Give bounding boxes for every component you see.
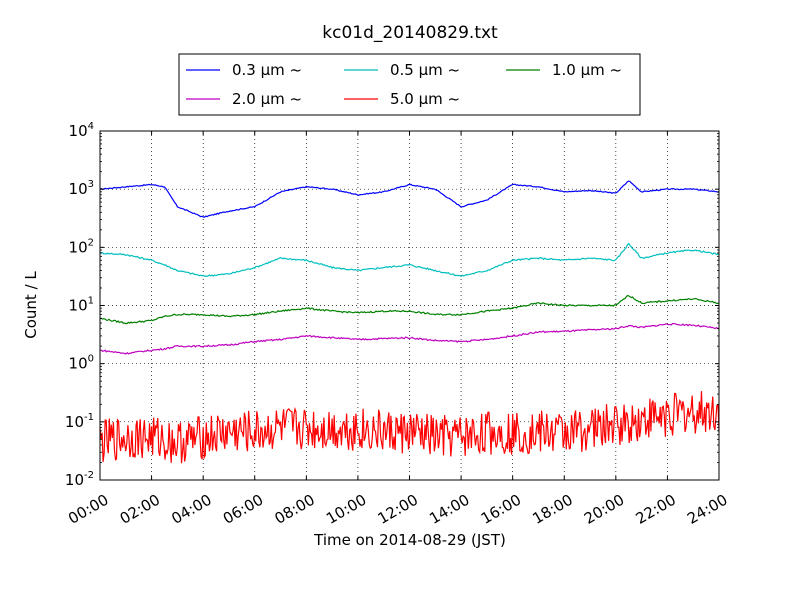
axis-ticks [99, 130, 720, 481]
x-tick-label: 06:00 [220, 491, 266, 528]
x-tick-label: 12:00 [375, 491, 421, 528]
series-line-0 [99, 180, 720, 218]
legend-label-1: 0.5 μm ~ [390, 61, 460, 79]
x-tick-label: 10:00 [323, 491, 369, 528]
series-line-4 [99, 391, 720, 464]
x-tick-label: 20:00 [581, 491, 627, 528]
y-axis-label: Count / L [22, 271, 40, 339]
y-tick-label: 100 [69, 354, 94, 373]
x-tick-label: 00:00 [65, 491, 111, 528]
chart-title: kc01d_20140829.txt [322, 23, 498, 43]
legend: 0.3 μm ~ 0.5 μm ~ 1.0 μm ~ 2.0 μm ~ 5.0 μm ~ [178, 53, 641, 116]
x-tick-label: 14:00 [426, 491, 472, 528]
y-tick-label: 10-1 [65, 412, 94, 431]
x-tick-label: 18:00 [529, 491, 575, 528]
x-tick-label: 04:00 [168, 491, 214, 528]
x-tick-label: 02:00 [117, 491, 163, 528]
legend-box [178, 53, 641, 116]
y-tick-labels: 10-2 10-1 100 101 102 103 104 [65, 121, 94, 489]
series-line-2 [99, 294, 720, 325]
x-tick-label: 22:00 [633, 491, 679, 528]
x-tick-label: 24:00 [684, 491, 730, 528]
y-tick-label: 103 [69, 179, 94, 198]
legend-label-4: 5.0 μm ~ [390, 90, 460, 108]
series-layer [99, 180, 720, 464]
legend-label-0: 0.3 μm ~ [232, 61, 302, 79]
series-line-1 [99, 242, 720, 278]
x-tick-label: 08:00 [271, 491, 317, 528]
x-axis-label: Time on 2014-08-29 (JST) [313, 531, 506, 549]
x-tick-labels: 00:00 02:00 04:00 06:00 08:00 10:00 12:00 14:00… [65, 491, 730, 528]
legend-label-2: 1.0 μm ~ [552, 61, 622, 79]
y-tick-label: 10-2 [65, 470, 94, 489]
y-tick-label: 102 [69, 237, 94, 256]
x-tick-label: 16:00 [478, 491, 524, 528]
series-line-3 [99, 322, 720, 355]
y-tick-label: 104 [69, 121, 94, 140]
y-tick-label: 101 [69, 296, 94, 315]
legend-label-3: 2.0 μm ~ [232, 90, 302, 108]
